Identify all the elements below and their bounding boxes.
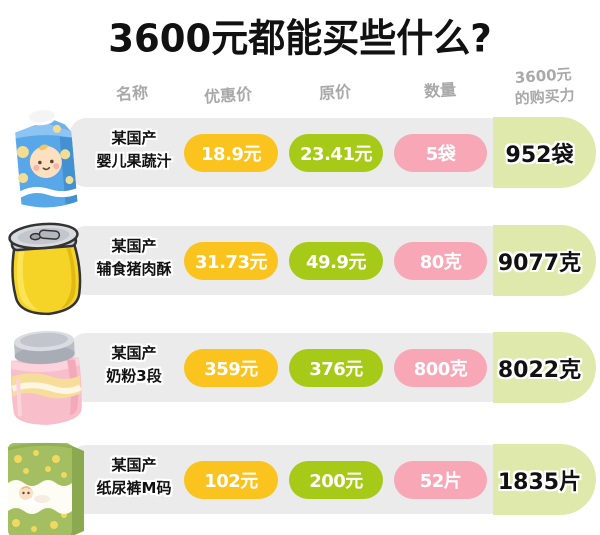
- column-header-original-price: 原价: [318, 81, 352, 104]
- discount-price-pill: 18.9元: [184, 134, 278, 172]
- item-name-line1: 某国产: [111, 344, 157, 362]
- item-name-line2: 婴儿果蔬汁: [96, 152, 172, 170]
- original-price-pill: 23.41元: [289, 134, 383, 172]
- item-name: 某国产 婴儿果蔬汁: [84, 127, 184, 173]
- discount-price-pill: 359元: [184, 349, 278, 387]
- table-row: 1835片: [0, 437, 600, 535]
- purchasing-power-value: 9077克: [497, 250, 582, 276]
- quantity-pill: 80克: [394, 242, 487, 280]
- item-name-line1: 某国产: [111, 237, 157, 255]
- column-header-purchasing-power: 3600元 的购买力: [493, 63, 596, 112]
- purchasing-power-value: 952袋: [505, 142, 574, 168]
- item-name-line2: 纸尿裤M码: [96, 479, 172, 497]
- purchasing-power-value: 8022克: [497, 357, 582, 383]
- quantity-pill: 52片: [394, 461, 487, 499]
- page-title: 3600元都能买些什么?: [108, 16, 492, 61]
- juice-carton-icon: [15, 110, 80, 208]
- item-name-line2: 奶粉3段: [106, 367, 162, 385]
- column-header-discount-price: 优惠价: [203, 84, 253, 107]
- table-row: 8022克 某国产 奶粉3段 359元 376元 800克: [0, 325, 600, 431]
- purchasing-power-panel: 952袋: [493, 117, 596, 188]
- original-price-pill: 49.9元: [289, 242, 383, 280]
- quantity-pill: 800克: [394, 349, 487, 387]
- item-name-line2: 辅食猪肉酥: [96, 260, 172, 278]
- discount-price-pill: 31.73元: [184, 242, 278, 280]
- purchasing-power-panel: 1835片: [493, 444, 596, 515]
- column-header-name: 名称: [115, 82, 149, 105]
- purchasing-power-value: 1835片: [497, 469, 582, 495]
- purchasing-power-panel: 9077克: [493, 225, 596, 296]
- item-name: 某国产 纸尿裤M码: [84, 454, 184, 500]
- column-header-quantity: 数量: [423, 79, 457, 102]
- purchasing-power-panel: 8022克: [493, 332, 596, 403]
- discount-price-pill: 102元: [184, 461, 278, 499]
- original-price-pill: 200元: [289, 461, 383, 499]
- milk-powder-can-icon: [10, 330, 82, 425]
- quantity-pill: 5袋: [394, 134, 487, 172]
- pork-floss-jar-icon: [8, 222, 82, 316]
- diaper-pack-icon: [7, 442, 84, 535]
- item-name-line1: 某国产: [111, 456, 157, 474]
- item-name: 某国产 辅食猪肉酥: [84, 235, 184, 281]
- item-name-line1: 某国产: [111, 129, 157, 147]
- original-price-pill: 376元: [289, 349, 383, 387]
- table-row: 952袋: [0, 110, 600, 216]
- table-row: 9077克 某国产 辅食猪肉酥 31.73元 49.9元 80克: [0, 218, 600, 324]
- item-name: 某国产 奶粉3段: [84, 342, 184, 388]
